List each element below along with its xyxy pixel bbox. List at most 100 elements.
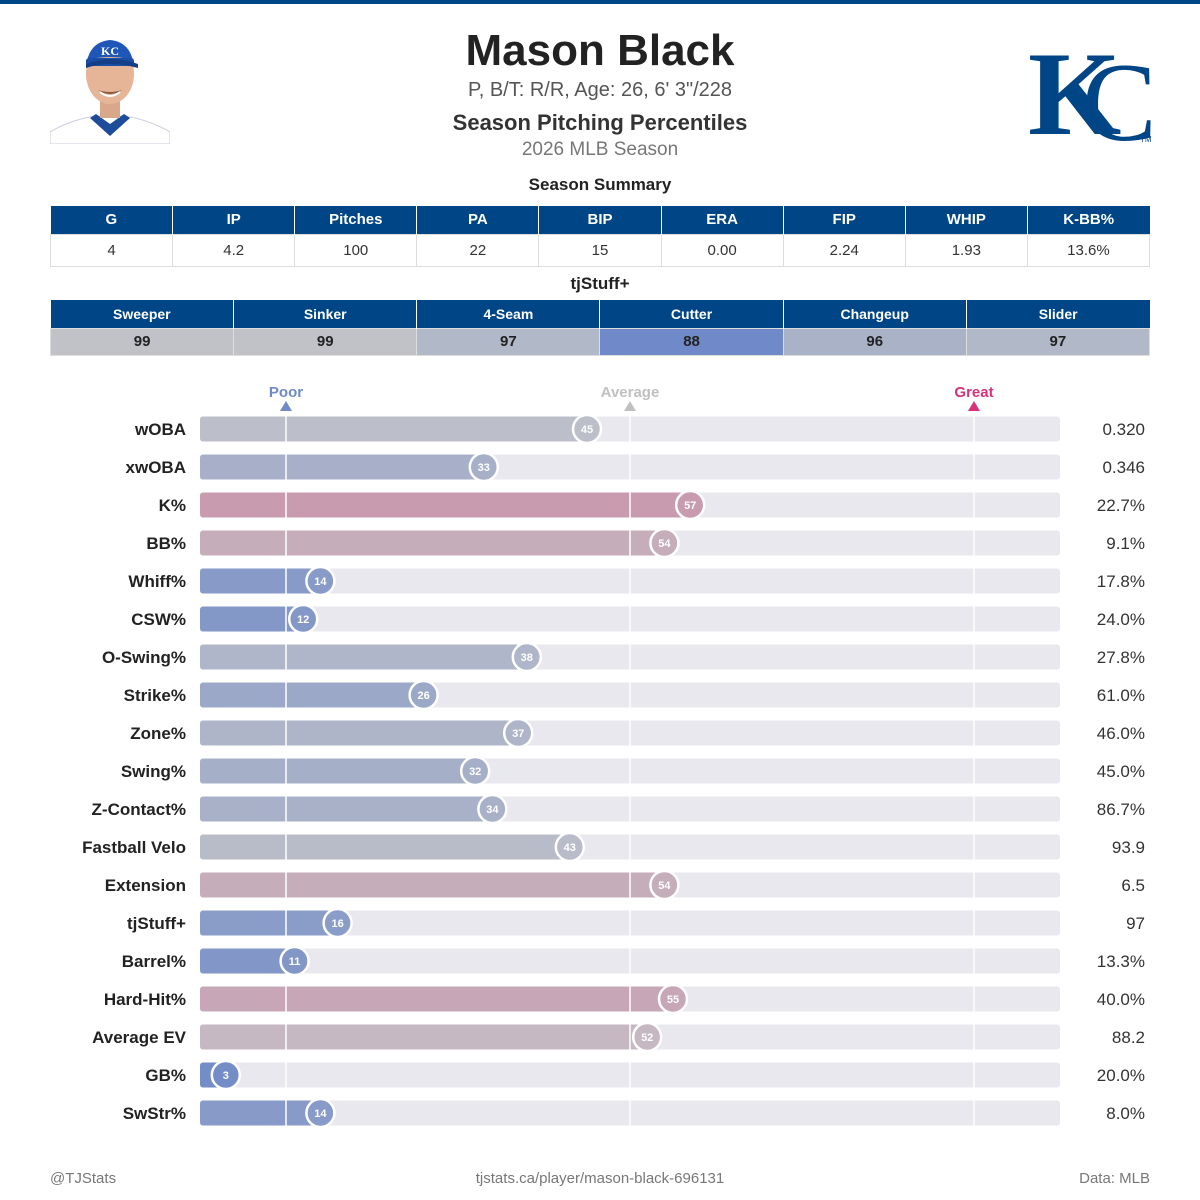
percentile-value-8: 37 [512,728,524,740]
metric-label-4: Whiff% [128,572,186,591]
summary-header-1: IP [172,206,296,234]
summary-header-4: BIP [538,206,662,234]
percentile-dot-14 [279,945,310,977]
summary-value-8: 13.6% [1026,233,1151,267]
percentile-value-14: 11 [289,956,301,968]
percentile-dot-3 [649,527,680,559]
tjstuff-value-5: 97 [965,327,1151,356]
summary-value-5: 0.00 [660,233,784,267]
stat-value-9: 45.0% [1097,762,1145,781]
percentile-value-12: 54 [658,880,671,892]
tjstuff-header-4: Changeup [783,300,967,328]
metric-label-0: wOBA [134,420,186,439]
bar-fill-2 [200,492,691,518]
stat-value-0: 0.320 [1102,420,1145,439]
percentile-value-4: 14 [314,576,327,588]
percentile-dot-13 [322,907,353,939]
percentile-value-6: 38 [521,652,533,664]
bar-fill-10 [200,796,493,822]
bar-fill-13 [200,910,338,936]
stat-value-13: 97 [1126,914,1145,933]
top-accent-bar [0,0,1200,4]
percentile-value-13: 16 [331,918,343,930]
bar-fill-15 [200,986,673,1012]
percentile-value-16: 52 [641,1032,653,1044]
summary-value-0: 4 [49,233,174,267]
bar-fill-5 [200,606,304,632]
stat-value-4: 17.8% [1097,572,1145,591]
stat-value-1: 0.346 [1102,458,1145,477]
stat-value-17: 20.0% [1097,1066,1145,1085]
summary-value-2: 100 [294,233,418,267]
bar-fill-14 [200,948,295,974]
marker-label-great: Great [954,384,993,401]
summary-header-5: ERA [661,206,784,234]
tjstuff-header-3: Cutter [599,300,784,328]
bar-fill-4 [200,568,321,594]
percentile-value-17: 3 [223,1070,229,1082]
tjstuff-value-1: 99 [233,327,418,356]
chart-subtitle: Season Pitching Percentiles [452,110,748,135]
percentile-value-10: 34 [486,804,499,816]
marker-arrow-poor [280,401,292,411]
metric-label-9: Swing% [121,762,186,781]
percentile-chart: Poor Average Great wOBA 45 0.320 xwOBA 33 0.346 K… [0,370,1200,1140]
percentile-dot-15 [657,983,689,1015]
tjstuff-value-3: 88 [599,327,784,356]
percentile-value-15: 55 [667,994,679,1006]
summary-header-8: K-BB% [1027,206,1150,234]
percentile-value-5: 12 [297,614,309,626]
tjstuff-value-0: 99 [49,327,235,356]
stat-value-18: 8.0% [1106,1104,1145,1123]
season-summary-table: G IP Pitches PA BIP ERA FIP WHIP K-BB% 4 4.2 100 22… [49,206,1151,267]
summary-header-6: FIP [783,206,906,234]
stat-value-8: 46.0% [1097,724,1145,743]
metric-label-5: CSW% [131,610,186,629]
season-label: 2026 MLB Season [521,139,679,160]
percentile-dot-0 [571,413,603,445]
stat-value-3: 9.1% [1106,534,1145,553]
tjstuff-table: Sweeper Sinker 4-Seam Cutter Changeup Slider … [49,300,1151,356]
bar-fill-18 [200,1100,321,1126]
summary-value-4: 15 [538,233,662,267]
bar-fill-16 [200,1024,648,1050]
tjstuff-value-4: 96 [782,327,967,356]
metric-label-13: tjStuff+ [127,914,186,933]
player-name: Mason Black [465,26,735,75]
percentile-dot-4 [305,565,336,597]
player-bio: P, B/T: R/R, Age: 26, 6' 3"/228 [467,79,733,101]
percentile-dot-10 [477,793,508,825]
bar-fill-12 [200,872,665,898]
percentile-value-18: 14 [314,1108,327,1120]
svg-text:KC: KC [101,44,119,58]
percentile-value-0: 45 [581,424,593,436]
bar-fill-8 [200,720,519,746]
metric-label-2: K% [159,496,186,515]
bar-fill-3 [200,530,665,556]
summary-value-6: 2.24 [782,233,906,267]
stat-value-12: 6.5 [1121,876,1145,895]
percentile-value-1: 33 [478,462,490,474]
svg-text:K: K [1028,27,1121,152]
player-headshot: KC [50,24,170,144]
stat-value-6: 27.8% [1097,648,1145,667]
metric-label-17: GB% [145,1066,186,1085]
marker-label-poor: Poor [269,384,303,401]
percentile-dot-5 [287,603,319,635]
tjstuff-title: tjStuff+ [570,274,630,293]
metric-label-14: Barrel% [122,952,186,971]
summary-header-7: WHIP [905,206,1028,234]
percentile-dot-16 [631,1021,663,1053]
metric-label-7: Strike% [124,686,186,705]
footer-url[interactable]: tjstats.ca/player/mason-black-696131 [475,1170,725,1187]
bar-fill-6 [200,644,527,670]
summary-value-1: 4.2 [172,233,296,267]
metric-label-11: Fastball Velo [82,838,186,857]
percentile-dot-12 [649,869,680,901]
tjstuff-header-1: Sinker [233,300,418,328]
percentile-dot-6 [511,641,543,673]
summary-value-7: 1.93 [904,233,1028,267]
bar-fill-1 [200,454,484,480]
season-summary-title: Season Summary [528,175,672,194]
summary-header-2: Pitches [294,206,418,234]
